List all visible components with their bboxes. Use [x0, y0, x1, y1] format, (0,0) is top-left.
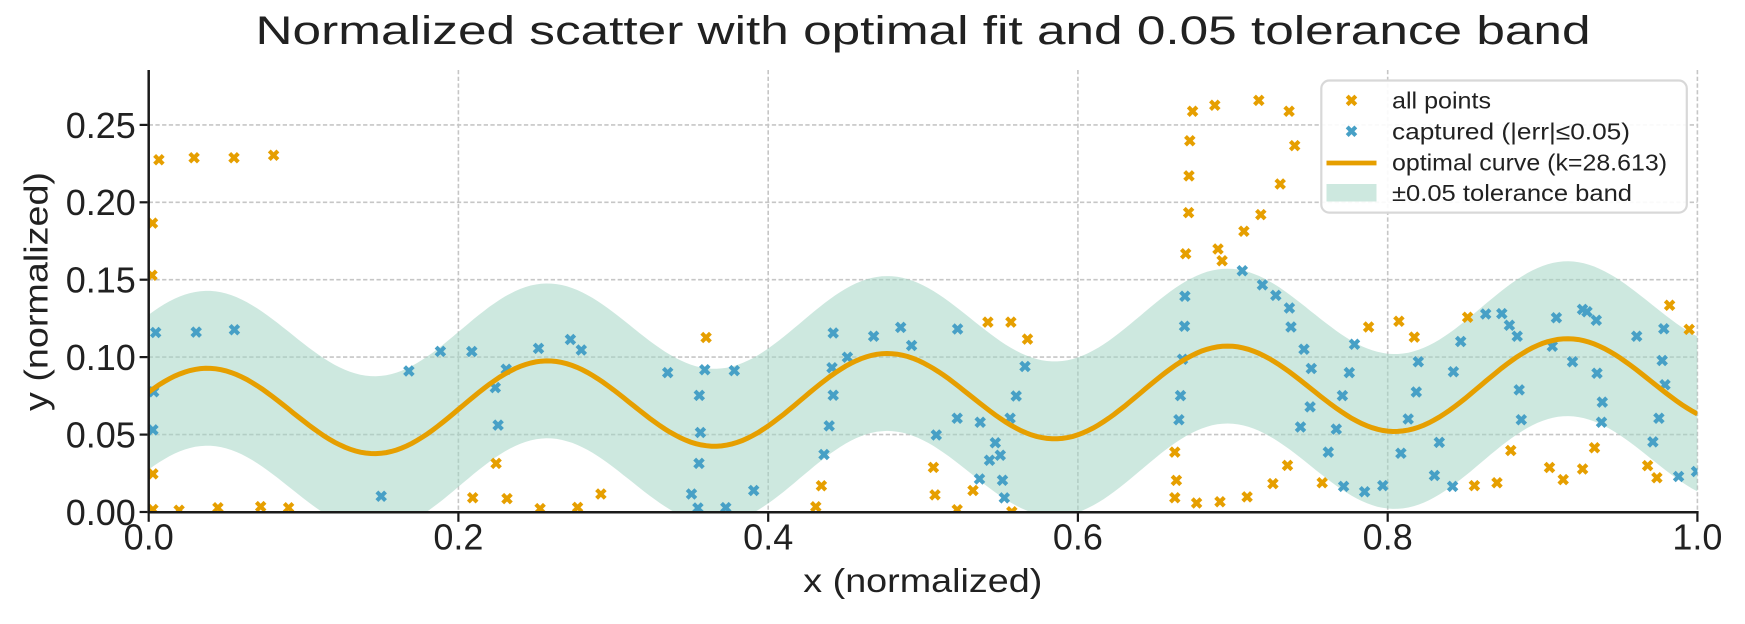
svg-text:y (normalized): y (normalized)	[18, 172, 55, 411]
svg-text:0.4: 0.4	[743, 516, 793, 557]
svg-text:0.15: 0.15	[66, 260, 136, 301]
svg-text:Normalized scatter with optima: Normalized scatter with optimal fit and …	[256, 9, 1591, 53]
svg-text:0.10: 0.10	[66, 337, 136, 378]
svg-text:0.6: 0.6	[1053, 516, 1103, 557]
svg-text:x (normalized): x (normalized)	[803, 562, 1042, 599]
svg-text:0.20: 0.20	[66, 182, 136, 223]
svg-text:all points: all points	[1392, 88, 1491, 114]
svg-text:optimal curve (k=28.613): optimal curve (k=28.613)	[1392, 149, 1667, 175]
svg-text:0.05: 0.05	[66, 415, 136, 456]
svg-text:±0.05 tolerance band: ±0.05 tolerance band	[1392, 180, 1632, 206]
svg-text:0.2: 0.2	[433, 516, 483, 557]
svg-text:1.0: 1.0	[1672, 516, 1722, 557]
svg-text:0.0: 0.0	[124, 516, 174, 557]
svg-text:captured (|err|≤0.05): captured (|err|≤0.05)	[1392, 118, 1630, 144]
svg-text:0.25: 0.25	[66, 105, 136, 146]
svg-text:0.00: 0.00	[66, 492, 136, 533]
svg-text:0.8: 0.8	[1363, 516, 1413, 557]
